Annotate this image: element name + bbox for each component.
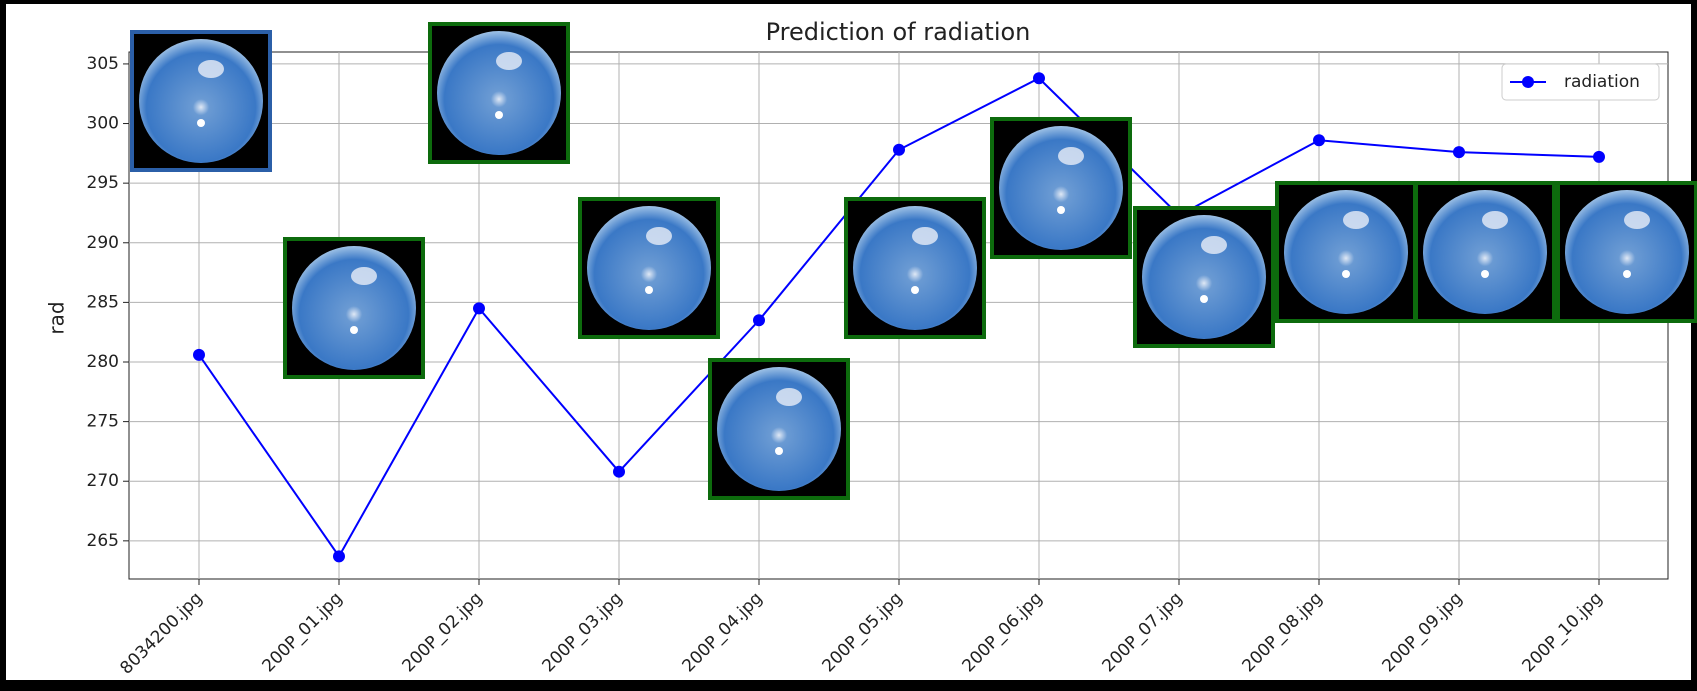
sun [1200, 295, 1208, 303]
sky-image [437, 31, 561, 155]
sky-image [139, 39, 263, 163]
legend: radiation [1501, 63, 1660, 101]
data-point [193, 348, 205, 361]
y-axis-label: rad [45, 301, 69, 334]
cloud [646, 227, 672, 245]
sky-image [292, 246, 416, 370]
cloud [1343, 211, 1369, 229]
cloud [912, 227, 938, 245]
sky-image [587, 206, 711, 330]
cloud [1058, 147, 1084, 165]
data-point [1033, 72, 1045, 85]
sky-image [1565, 190, 1689, 314]
cloud [496, 52, 522, 70]
data-point [753, 314, 765, 327]
data-point [613, 465, 625, 478]
chart-title: Prediction of radiation [766, 18, 1031, 46]
cloud [1624, 211, 1650, 229]
sun [645, 286, 653, 294]
y-tick-label: 290 [87, 233, 119, 253]
sky-image [1284, 190, 1408, 314]
sun [495, 111, 503, 119]
y-tick-label: 270 [87, 471, 119, 491]
sun [350, 326, 358, 334]
y-tick-label: 300 [87, 114, 119, 134]
cloud [776, 388, 802, 406]
data-point [473, 302, 485, 315]
data-point [333, 550, 345, 563]
sky-image [999, 126, 1123, 250]
cloud [1201, 236, 1227, 254]
sun [197, 119, 205, 127]
sun [1623, 270, 1631, 278]
sky-image [1142, 215, 1266, 339]
y-tick-label: 285 [87, 292, 119, 312]
sun [1057, 206, 1065, 214]
sun [775, 447, 783, 455]
legend-box [1501, 63, 1660, 101]
y-tick-label: 295 [87, 173, 119, 193]
y-tick-label: 305 [87, 54, 119, 74]
data-point [1313, 134, 1325, 147]
cloud [1482, 211, 1508, 229]
cloud [351, 267, 377, 285]
data-point [1453, 146, 1465, 159]
sky-image [1423, 190, 1547, 314]
y-tick-label: 280 [87, 352, 119, 372]
sun [1342, 270, 1350, 278]
legend-label: radiation [1564, 72, 1640, 92]
sun [911, 286, 919, 294]
sky-image [717, 367, 841, 491]
y-tick-label: 275 [87, 412, 119, 432]
data-point [1593, 150, 1605, 163]
legend-marker [1522, 76, 1534, 88]
sun [1481, 270, 1489, 278]
data-point [893, 143, 905, 156]
cloud [198, 60, 224, 78]
sky-image [853, 206, 977, 330]
y-tick-label: 265 [87, 531, 119, 551]
